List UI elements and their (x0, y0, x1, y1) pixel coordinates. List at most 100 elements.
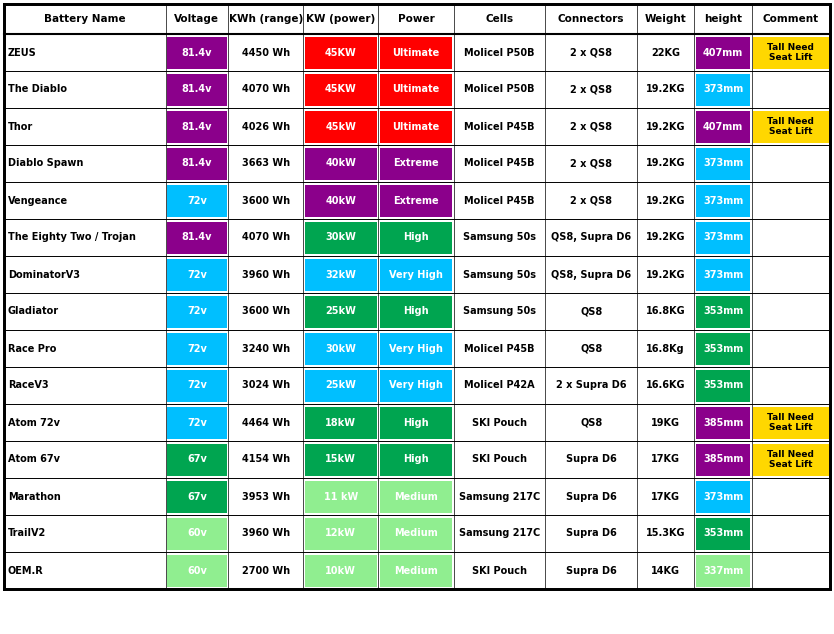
Text: 4070 Wh: 4070 Wh (242, 84, 290, 94)
Bar (696, 37, 751, 68)
Bar (380, 444, 452, 476)
Text: The Diablo: The Diablo (8, 84, 67, 94)
Bar (696, 444, 751, 476)
Bar (380, 184, 452, 216)
Bar (380, 221, 452, 254)
Text: 373mm: 373mm (703, 491, 743, 501)
Text: 3600 Wh: 3600 Wh (242, 306, 290, 316)
Bar (380, 110, 452, 143)
Text: QS8, Supra D6: QS8, Supra D6 (551, 269, 631, 280)
Text: 4464 Wh: 4464 Wh (242, 418, 290, 427)
Text: 2 x QS8: 2 x QS8 (570, 158, 612, 169)
Text: Connectors: Connectors (558, 14, 625, 24)
Text: 2 x Supra D6: 2 x Supra D6 (556, 380, 626, 391)
Text: 67v: 67v (187, 455, 207, 465)
Text: Comment: Comment (763, 14, 819, 24)
Bar (167, 184, 227, 216)
Text: 81.4v: 81.4v (182, 158, 212, 169)
Text: OEM.R: OEM.R (8, 566, 43, 576)
Bar (167, 517, 227, 550)
Text: 373mm: 373mm (703, 84, 743, 94)
Bar (696, 517, 751, 550)
Text: 14KG: 14KG (651, 566, 681, 576)
Text: 72v: 72v (187, 306, 207, 316)
Bar (167, 370, 227, 401)
Text: Tall Need
Seat Lift: Tall Need Seat Lift (767, 43, 814, 62)
Bar (304, 259, 377, 290)
Text: 16.8Kg: 16.8Kg (646, 344, 685, 354)
Bar (380, 37, 452, 68)
Bar (167, 259, 227, 290)
Text: 3663 Wh: 3663 Wh (242, 158, 290, 169)
Text: 3953 Wh: 3953 Wh (242, 491, 290, 501)
Bar (167, 444, 227, 476)
Text: High: High (403, 233, 429, 242)
Bar (4, 256, 830, 293)
Text: ZEUS: ZEUS (8, 48, 37, 58)
Bar (167, 481, 227, 512)
Text: Molicel P45B: Molicel P45B (465, 344, 535, 354)
Text: 2700 Wh: 2700 Wh (242, 566, 290, 576)
Text: Ultimate: Ultimate (392, 84, 440, 94)
Text: Diablo Spawn: Diablo Spawn (8, 158, 83, 169)
Bar (696, 148, 751, 179)
Text: 4026 Wh: 4026 Wh (242, 122, 290, 131)
Text: 4154 Wh: 4154 Wh (242, 455, 290, 465)
Bar (696, 370, 751, 401)
Bar (380, 517, 452, 550)
Bar (304, 37, 377, 68)
Text: Supra D6: Supra D6 (565, 491, 616, 501)
Bar (753, 406, 828, 439)
Bar (4, 145, 830, 182)
Text: Molicel P50B: Molicel P50B (465, 48, 535, 58)
Bar (4, 441, 830, 478)
Text: KW (power): KW (power) (306, 14, 375, 24)
Text: Ultimate: Ultimate (392, 48, 440, 58)
Text: 17KG: 17KG (651, 455, 681, 465)
Text: Samsung 50s: Samsung 50s (463, 306, 536, 316)
Text: 353mm: 353mm (703, 380, 743, 391)
Text: 19.2KG: 19.2KG (646, 84, 686, 94)
Bar (4, 404, 830, 441)
Bar (304, 406, 377, 439)
Text: 19.2KG: 19.2KG (646, 195, 686, 205)
Bar (696, 221, 751, 254)
Text: DominatorV3: DominatorV3 (8, 269, 80, 280)
Text: 2 x QS8: 2 x QS8 (570, 195, 612, 205)
Bar (380, 555, 452, 586)
Text: 373mm: 373mm (703, 158, 743, 169)
Text: Very High: Very High (389, 380, 443, 391)
Bar (696, 481, 751, 512)
Bar (380, 406, 452, 439)
Text: 19.2KG: 19.2KG (646, 122, 686, 131)
Bar (4, 367, 830, 404)
Text: Samsung 217C: Samsung 217C (459, 529, 540, 538)
Text: 353mm: 353mm (703, 344, 743, 354)
Text: 16.8KG: 16.8KG (646, 306, 686, 316)
Text: 81.4v: 81.4v (182, 233, 212, 242)
Text: Tall Need
Seat Lift: Tall Need Seat Lift (767, 450, 814, 469)
Text: 45kW: 45kW (325, 122, 356, 131)
Text: 40kW: 40kW (325, 158, 356, 169)
Text: 407mm: 407mm (703, 122, 743, 131)
Text: Tall Need
Seat Lift: Tall Need Seat Lift (767, 413, 814, 432)
Bar (304, 517, 377, 550)
Text: 4070 Wh: 4070 Wh (242, 233, 290, 242)
Bar (696, 184, 751, 216)
Text: Molicel P45B: Molicel P45B (465, 122, 535, 131)
Text: High: High (403, 455, 429, 465)
Text: 373mm: 373mm (703, 195, 743, 205)
Bar (4, 330, 830, 367)
Text: Very High: Very High (389, 269, 443, 280)
Text: Extreme: Extreme (393, 158, 439, 169)
Bar (753, 37, 828, 68)
Bar (304, 555, 377, 586)
Text: 337mm: 337mm (703, 566, 743, 576)
Text: 2 x QS8: 2 x QS8 (570, 122, 612, 131)
Text: Voltage: Voltage (174, 14, 219, 24)
Bar (304, 148, 377, 179)
Text: 11 kW: 11 kW (324, 491, 358, 501)
Text: Supra D6: Supra D6 (565, 455, 616, 465)
Bar (696, 259, 751, 290)
Bar (696, 74, 751, 105)
